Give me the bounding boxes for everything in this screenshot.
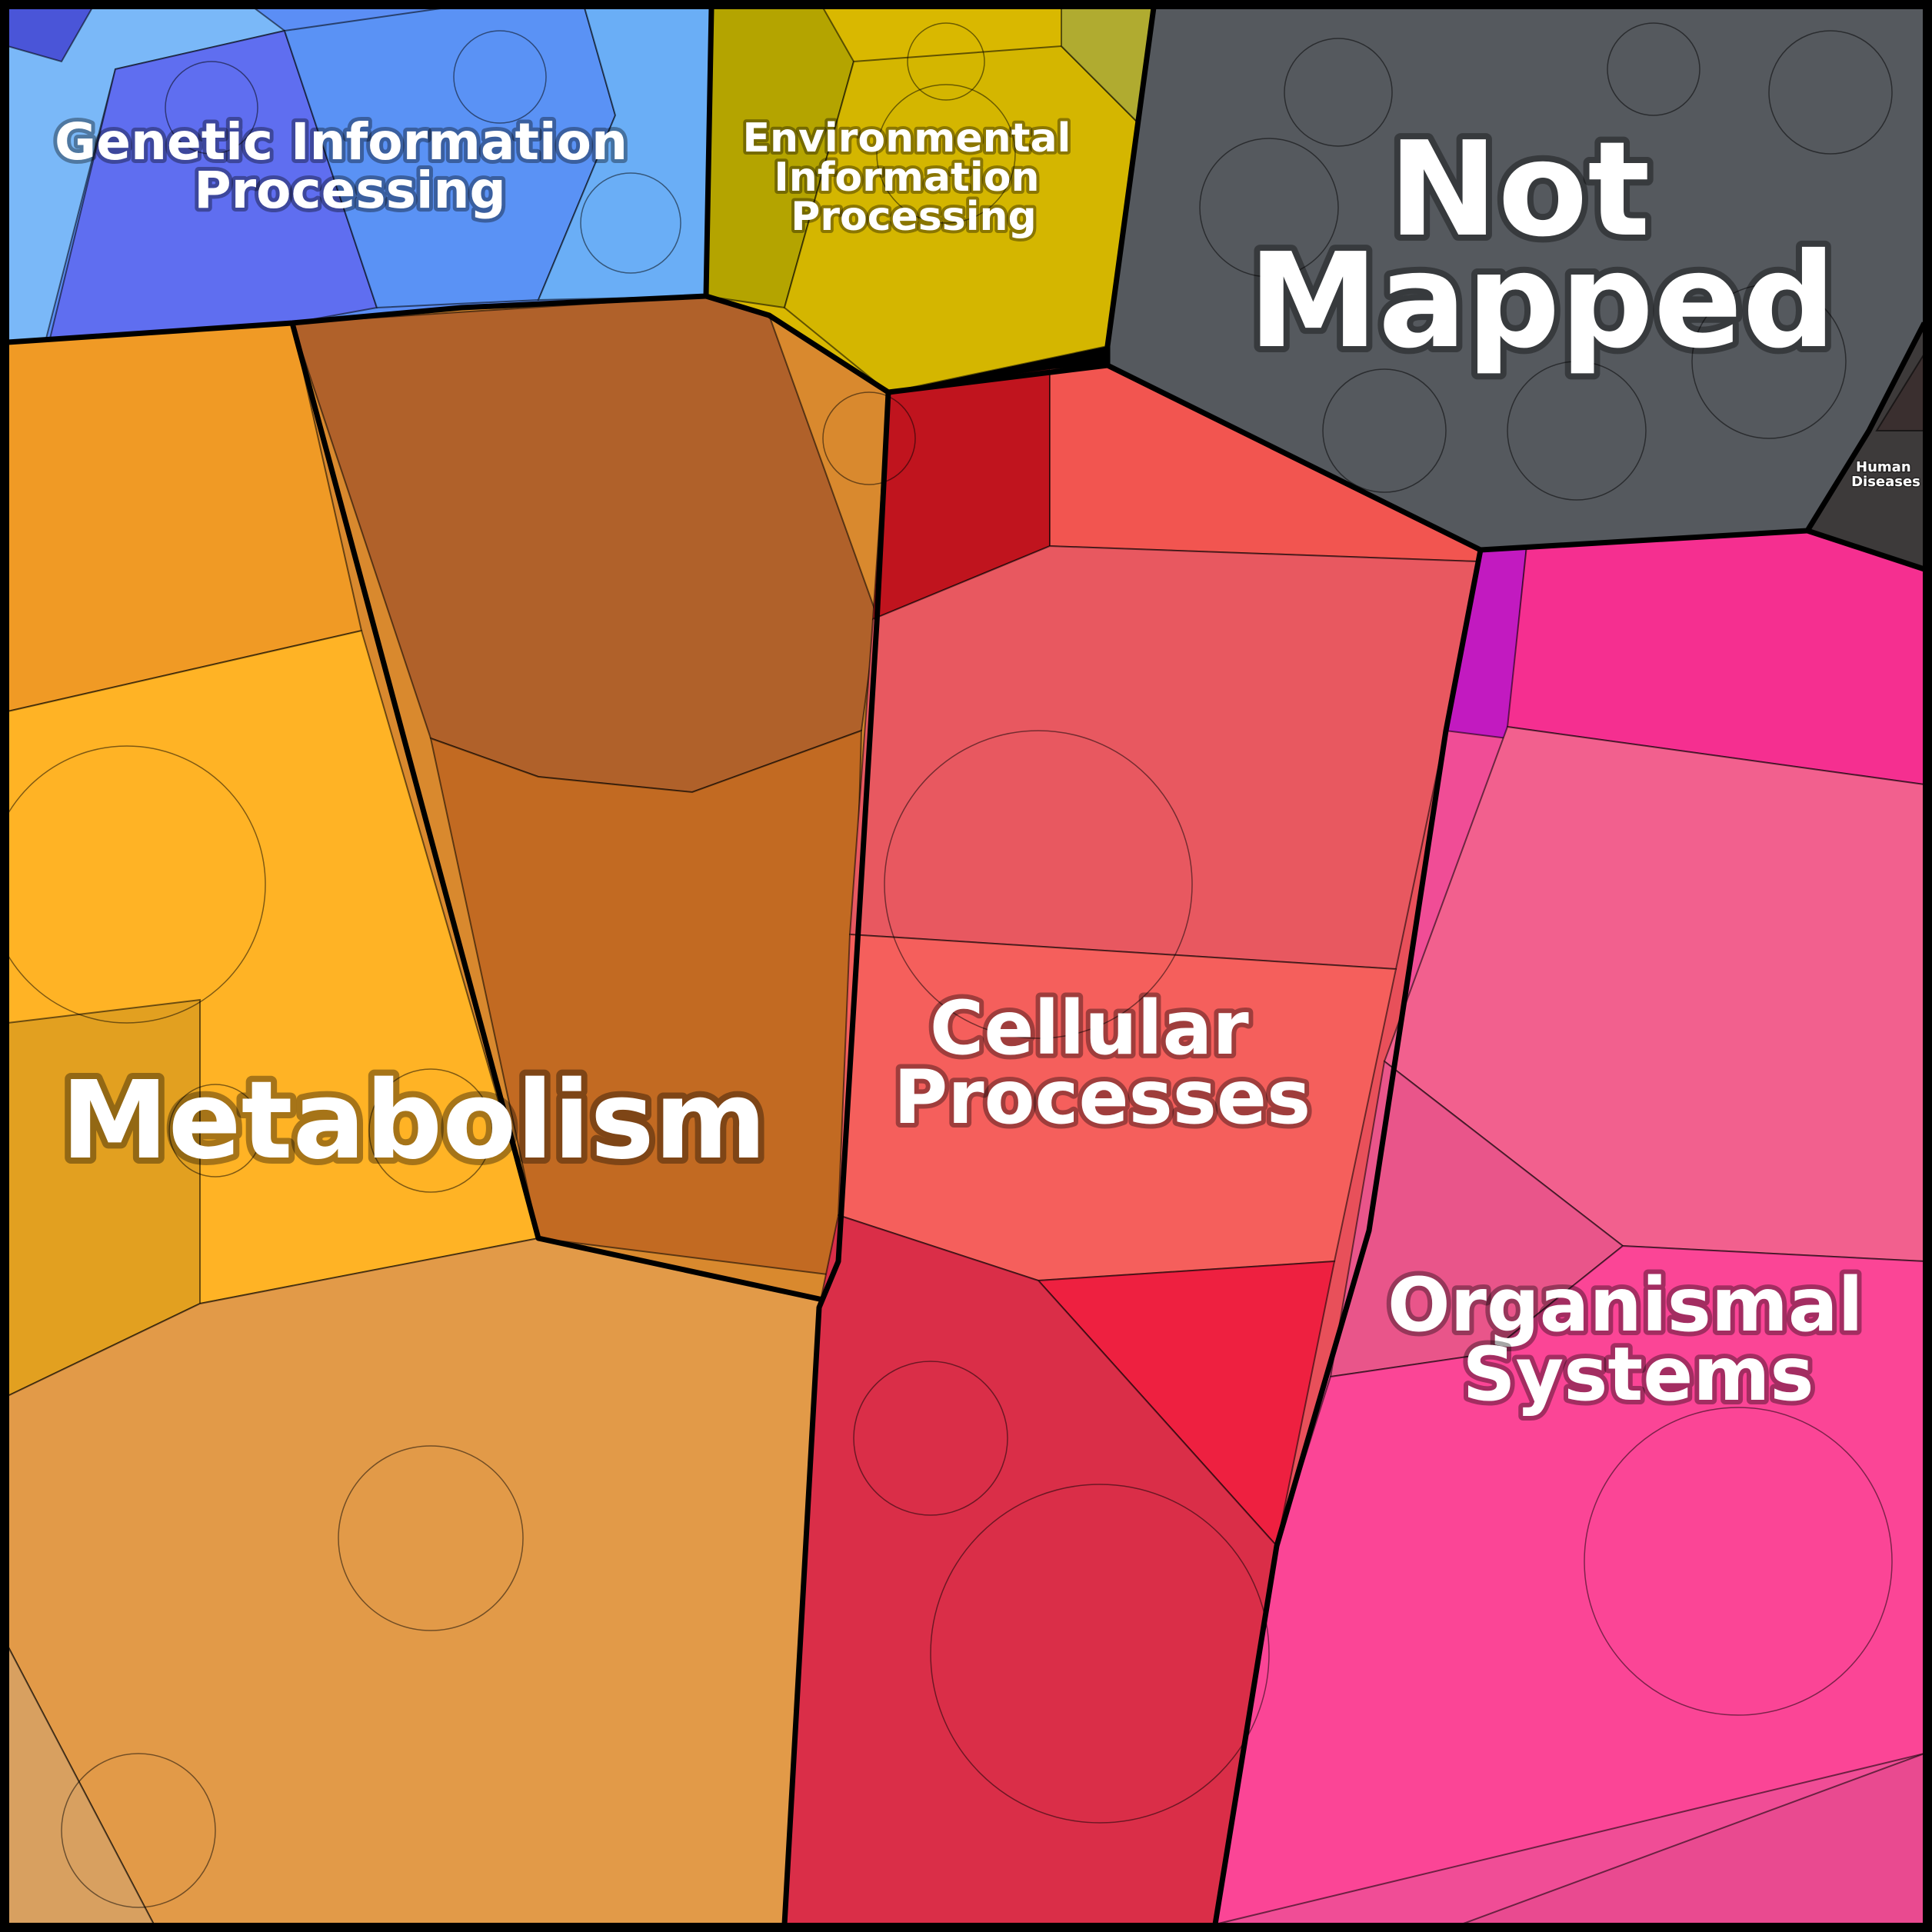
cell-genetic-information-processing[interactable] [7,7,713,344]
label-metabolism: Metabolism [61,1058,766,1184]
region-not-mapped [1108,8,1924,550]
label-not-mapped: Not Mapped [1248,114,1836,378]
label-human-diseases: Human Diseases [1851,459,1920,490]
label-organismal-systems: Organismal Systems [1387,1262,1889,1417]
cell-not-mapped[interactable] [1108,8,1924,550]
texture-bubbles [0,22,1893,1908]
cell-metabolism[interactable] [7,295,888,1925]
label-cellular-processes: Cellular Processes [894,985,1311,1141]
label-genetic-information-processing: Genetic Information Processing [55,112,645,220]
cell-cellular-processes[interactable] [783,364,1482,1925]
label-environmental-information-processing: Environmental Information Processing [742,115,1084,240]
cell-organismal-systems[interactable] [1214,529,1925,1926]
cell-environmental-information-processing[interactable] [705,7,1155,394]
